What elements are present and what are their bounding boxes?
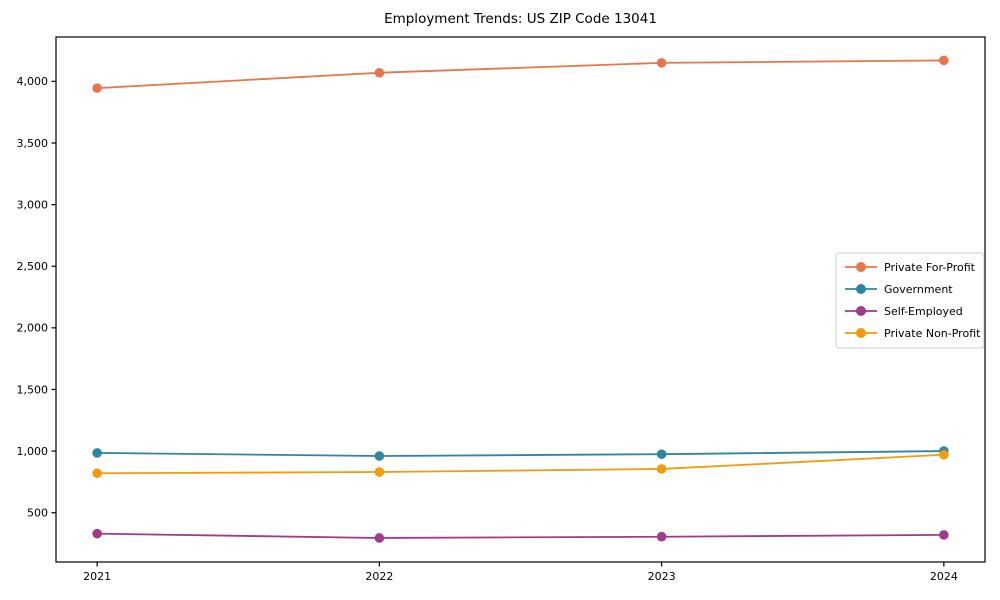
x-axis-tick-label: 2023 (648, 570, 676, 583)
y-axis-tick-label: 3,500 (17, 137, 49, 150)
data-point-marker (374, 67, 385, 78)
data-point-marker (92, 448, 102, 458)
legend-label: Private For-Profit (884, 261, 976, 274)
series-line-self-employed (97, 532, 944, 539)
legend-marker (856, 306, 866, 316)
data-point-marker (939, 530, 949, 540)
data-point-marker (939, 449, 949, 460)
data-point-marker (374, 451, 385, 461)
y-axis-tick-label: 2,000 (17, 322, 49, 335)
data-point-marker (92, 468, 102, 479)
data-point-marker (92, 528, 102, 539)
data-point-marker (656, 531, 667, 542)
data-point-marker (656, 449, 667, 459)
data-point-marker (656, 464, 667, 474)
y-axis-tick-label: 1,500 (17, 383, 49, 396)
y-axis-tick-label: 1,000 (17, 445, 49, 458)
legend-label: Private Non-Profit (884, 327, 981, 340)
data-point-marker (939, 55, 949, 66)
data-point-marker (92, 83, 102, 93)
y-axis-tick-label: 2,500 (17, 260, 49, 273)
legend-box (835, 252, 985, 349)
y-axis-tick-label: 3,000 (17, 198, 49, 211)
legend-marker (856, 262, 866, 272)
x-axis-tick-label: 2024 (930, 570, 958, 583)
legend-label: Self-Employed (884, 305, 963, 318)
plot-border (55, 36, 986, 563)
series-line-private-for-profit (97, 59, 944, 90)
chart-title: Employment Trends: US ZIP Code 13041 (384, 11, 657, 27)
legend-label: Government (884, 283, 953, 296)
series-line-private-non-profit (97, 453, 944, 475)
x-axis-tick-label: 2021 (83, 570, 111, 583)
series-line-government (97, 450, 944, 457)
legend-marker (856, 284, 866, 294)
data-point-marker (374, 467, 385, 477)
legend-marker (856, 328, 866, 338)
data-point-marker (656, 58, 667, 68)
y-axis-tick-label: 500 (27, 507, 48, 520)
data-point-marker (374, 533, 385, 543)
x-axis-tick-label: 2022 (365, 570, 393, 583)
y-axis-tick-label: 4,000 (17, 75, 49, 88)
